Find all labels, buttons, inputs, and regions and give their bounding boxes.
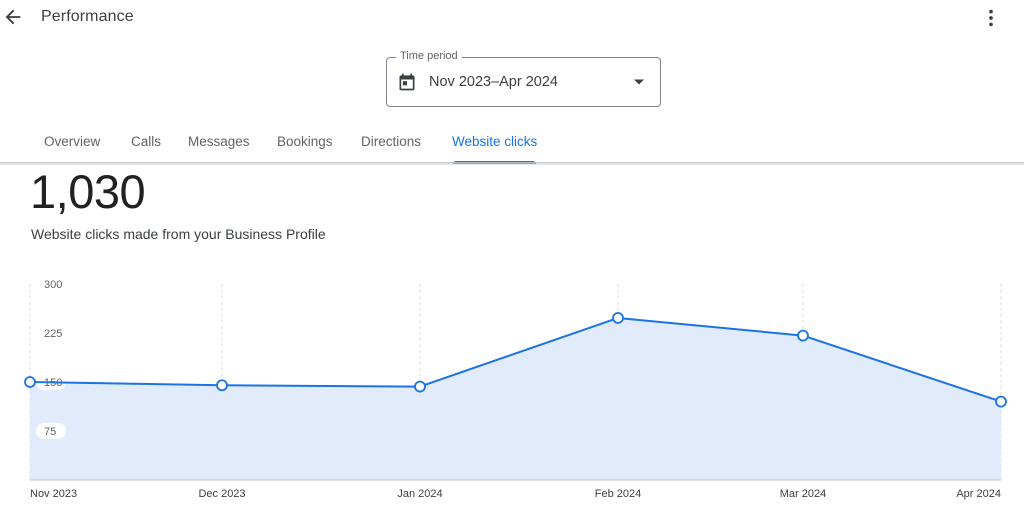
data-point-2 — [414, 380, 426, 393]
y-tick-label-0: 300 — [44, 279, 62, 291]
x-tick-label-3: Feb 2024 — [595, 488, 641, 500]
tab-bar: Overview Calls Messages Bookings Directi… — [0, 120, 1024, 164]
tab-calls[interactable]: Calls — [131, 134, 162, 149]
data-point-4 — [797, 329, 809, 342]
more-options-button[interactable] — [980, 7, 1002, 29]
time-period-select[interactable]: Time period Nov 2023–Apr 2024 — [386, 50, 661, 107]
time-period-label: Time period — [396, 50, 462, 62]
data-point-5 — [995, 395, 1007, 408]
data-point-3 — [612, 312, 624, 324]
tab-bookings[interactable]: Bookings — [277, 134, 333, 149]
data-point-1 — [216, 379, 228, 392]
x-tick-label-5: Apr 2024 — [956, 488, 1001, 500]
x-tick-label-1: Dec 2023 — [198, 488, 245, 500]
page-title: Performance — [41, 8, 134, 25]
metric-value: 1,030 — [30, 165, 146, 218]
x-tick-label-0: Nov 2023 — [30, 488, 77, 500]
top-app-bar: Performance — [0, 0, 1024, 36]
more-vert-icon — [989, 9, 993, 27]
x-tick-label-4: Mar 2024 — [780, 488, 826, 500]
series-line — [29, 316, 1002, 403]
y-tick-label-3: 75 — [44, 426, 56, 438]
calendar-icon — [399, 73, 415, 91]
tab-overview[interactable]: Overview — [44, 134, 101, 149]
data-point-0 — [24, 376, 36, 388]
tab-messages[interactable]: Messages — [188, 134, 250, 149]
y-tick-bg-3 — [36, 423, 66, 439]
back-button[interactable] — [2, 6, 24, 28]
time-period-value: Nov 2023–Apr 2024 — [429, 74, 558, 90]
tab-bar-shadow — [0, 162, 1024, 166]
caret-down-icon — [634, 79, 644, 85]
tab-directions[interactable]: Directions — [361, 134, 422, 149]
x-tick-label-2: Jan 2024 — [397, 488, 442, 500]
arrow-left-icon — [5, 9, 21, 25]
series-area — [30, 317, 1001, 480]
y-tick-label-1: 225 — [44, 328, 62, 340]
metric-description: Website clicks made from your Business P… — [31, 226, 326, 242]
tab-website-clicks[interactable]: Website clicks — [452, 134, 538, 149]
